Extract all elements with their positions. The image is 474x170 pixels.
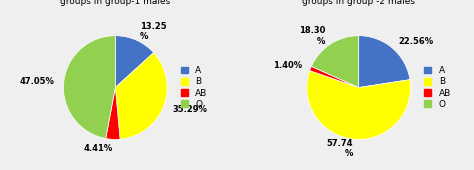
- Text: 57.74
%: 57.74 %: [327, 139, 353, 158]
- Text: 4.41%: 4.41%: [83, 144, 112, 153]
- Text: 18.30
%: 18.30 %: [299, 27, 326, 46]
- Legend: A, B, AB, O: A, B, AB, O: [423, 65, 452, 110]
- Wedge shape: [310, 66, 359, 88]
- Text: 22.56%: 22.56%: [399, 37, 434, 46]
- Text: 47.05%: 47.05%: [19, 77, 55, 86]
- Wedge shape: [106, 88, 120, 139]
- Title: Pie chart 1: Distribution of ABO blood
groups in group-1 males: Pie chart 1: Distribution of ABO blood g…: [31, 0, 200, 6]
- Title: Pie chart 4 : Distribution of ABO blood
groups in group -2 males: Pie chart 4 : Distribution of ABO blood …: [273, 0, 445, 6]
- Text: 13.25
%: 13.25 %: [140, 22, 167, 41]
- Text: 35.29%: 35.29%: [173, 105, 207, 114]
- Wedge shape: [115, 53, 167, 139]
- Wedge shape: [307, 71, 410, 139]
- Wedge shape: [115, 36, 154, 88]
- Wedge shape: [359, 36, 410, 88]
- Wedge shape: [311, 36, 359, 88]
- Text: 1.40%: 1.40%: [273, 61, 302, 70]
- Wedge shape: [64, 36, 115, 139]
- Legend: A, B, AB, O: A, B, AB, O: [180, 65, 209, 110]
